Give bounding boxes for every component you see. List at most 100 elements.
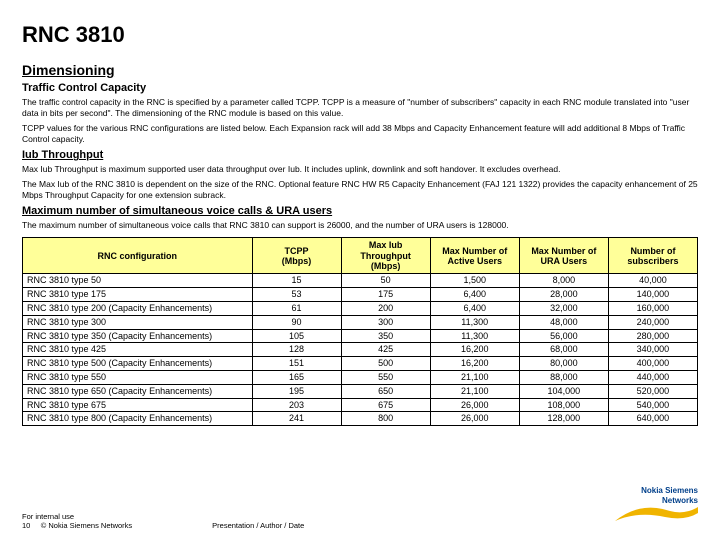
value-cell: 61: [252, 302, 341, 316]
value-cell: 425: [341, 343, 430, 357]
value-cell: 28,000: [519, 288, 608, 302]
value-cell: 240,000: [608, 315, 697, 329]
footer-internal: For internal use: [22, 512, 698, 521]
value-cell: 90: [252, 315, 341, 329]
footer-copyright: © Nokia Siemens Networks: [41, 521, 132, 530]
table-header-cell: Max Number ofActive Users: [430, 238, 519, 274]
value-cell: 241: [252, 412, 341, 426]
swoosh-icon: [615, 507, 698, 521]
table-row: RNC 3810 type 175531756,40028,000140,000: [23, 288, 698, 302]
value-cell: 104,000: [519, 384, 608, 398]
value-cell: 15: [252, 274, 341, 288]
value-cell: 26,000: [430, 398, 519, 412]
value-cell: 400,000: [608, 357, 697, 371]
table-row: RNC 3810 type 5015501,5008,00040,000: [23, 274, 698, 288]
value-cell: 6,400: [430, 288, 519, 302]
config-cell: RNC 3810 type 800 (Capacity Enhancements…: [23, 412, 253, 426]
value-cell: 140,000: [608, 288, 697, 302]
config-cell: RNC 3810 type 425: [23, 343, 253, 357]
value-cell: 640,000: [608, 412, 697, 426]
value-cell: 50: [341, 274, 430, 288]
text-iub-p1: Max Iub Throughput is maximum supported …: [22, 164, 698, 175]
value-cell: 675: [341, 398, 430, 412]
value-cell: 88,000: [519, 370, 608, 384]
value-cell: 160,000: [608, 302, 697, 316]
table-row: RNC 3810 type 55016555021,10088,000440,0…: [23, 370, 698, 384]
config-cell: RNC 3810 type 650 (Capacity Enhancements…: [23, 384, 253, 398]
value-cell: 165: [252, 370, 341, 384]
heading-traffic: Traffic Control Capacity: [22, 82, 698, 94]
page-title: RNC 3810: [22, 22, 698, 48]
value-cell: 68,000: [519, 343, 608, 357]
text-traffic-p2: TCPP values for the various RNC configur…: [22, 123, 698, 145]
value-cell: 650: [341, 384, 430, 398]
table-row: RNC 3810 type 3009030011,30048,000240,00…: [23, 315, 698, 329]
section-dimensioning: Dimensioning: [22, 62, 698, 78]
table-header-cell: TCPP(Mbps): [252, 238, 341, 274]
value-cell: 56,000: [519, 329, 608, 343]
value-cell: 800: [341, 412, 430, 426]
value-cell: 500: [341, 357, 430, 371]
value-cell: 11,300: [430, 315, 519, 329]
config-table: RNC configurationTCPP(Mbps)Max IubThroug…: [22, 237, 698, 426]
value-cell: 40,000: [608, 274, 697, 288]
value-cell: 80,000: [519, 357, 608, 371]
value-cell: 128: [252, 343, 341, 357]
table-row: RNC 3810 type 800 (Capacity Enhancements…: [23, 412, 698, 426]
value-cell: 300: [341, 315, 430, 329]
value-cell: 1,500: [430, 274, 519, 288]
table-header-cell: Number ofsubscribers: [608, 238, 697, 274]
value-cell: 16,200: [430, 357, 519, 371]
table-body: RNC 3810 type 5015501,5008,00040,000RNC …: [23, 274, 698, 426]
value-cell: 440,000: [608, 370, 697, 384]
config-cell: RNC 3810 type 200 (Capacity Enhancements…: [23, 302, 253, 316]
value-cell: 175: [341, 288, 430, 302]
config-cell: RNC 3810 type 175: [23, 288, 253, 302]
footer-pagenum: 10: [22, 521, 30, 530]
value-cell: 350: [341, 329, 430, 343]
value-cell: 21,100: [430, 370, 519, 384]
value-cell: 540,000: [608, 398, 697, 412]
value-cell: 105: [252, 329, 341, 343]
table-header-cell: RNC configuration: [23, 238, 253, 274]
table-header-cell: Max Number ofURA Users: [519, 238, 608, 274]
heading-iub: Iub Throughput: [22, 149, 698, 161]
table-row: RNC 3810 type 67520367526,000108,000540,…: [23, 398, 698, 412]
value-cell: 520,000: [608, 384, 697, 398]
config-cell: RNC 3810 type 550: [23, 370, 253, 384]
config-cell: RNC 3810 type 50: [23, 274, 253, 288]
table-row: RNC 3810 type 200 (Capacity Enhancements…: [23, 302, 698, 316]
logo-text-top: Nokia Siemens: [641, 486, 698, 495]
value-cell: 11,300: [430, 329, 519, 343]
value-cell: 26,000: [430, 412, 519, 426]
config-cell: RNC 3810 type 350 (Capacity Enhancements…: [23, 329, 253, 343]
logo-text-bottom: Networks: [662, 496, 699, 505]
value-cell: 32,000: [519, 302, 608, 316]
value-cell: 195: [252, 384, 341, 398]
heading-max: Maximum number of simultaneous voice cal…: [22, 205, 698, 217]
table-row: RNC 3810 type 650 (Capacity Enhancements…: [23, 384, 698, 398]
value-cell: 280,000: [608, 329, 697, 343]
value-cell: 21,100: [430, 384, 519, 398]
text-traffic-p1: The traffic control capacity in the RNC …: [22, 97, 698, 119]
value-cell: 16,200: [430, 343, 519, 357]
config-cell: RNC 3810 type 300: [23, 315, 253, 329]
value-cell: 340,000: [608, 343, 697, 357]
table-row: RNC 3810 type 42512842516,20068,000340,0…: [23, 343, 698, 357]
value-cell: 128,000: [519, 412, 608, 426]
nokia-siemens-logo: Nokia Siemens Networks: [610, 483, 700, 528]
footer: For internal use 10 © Nokia Siemens Netw…: [22, 512, 698, 530]
table-header-cell: Max IubThroughput(Mbps): [341, 238, 430, 274]
value-cell: 53: [252, 288, 341, 302]
text-max-p1: The maximum number of simultaneous voice…: [22, 220, 698, 231]
text-iub-p2: The Max Iub of the RNC 3810 is dependent…: [22, 179, 698, 201]
value-cell: 48,000: [519, 315, 608, 329]
value-cell: 550: [341, 370, 430, 384]
config-cell: RNC 3810 type 500 (Capacity Enhancements…: [23, 357, 253, 371]
config-cell: RNC 3810 type 675: [23, 398, 253, 412]
value-cell: 203: [252, 398, 341, 412]
footer-center: Presentation / Author / Date: [212, 521, 304, 530]
value-cell: 151: [252, 357, 341, 371]
value-cell: 8,000: [519, 274, 608, 288]
value-cell: 6,400: [430, 302, 519, 316]
